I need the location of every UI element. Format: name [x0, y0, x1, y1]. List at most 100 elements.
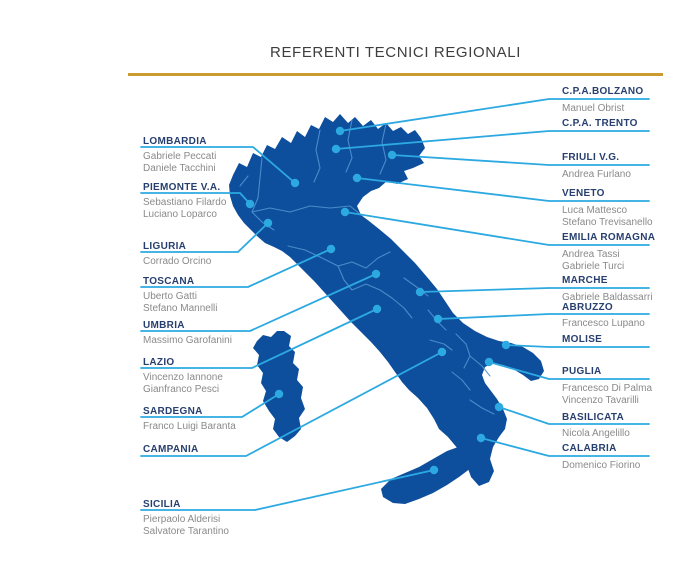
- region-names-piemonte: Sebastiano Filardo Luciano Loparco: [143, 197, 226, 220]
- gold-divider: [128, 73, 663, 76]
- region-dot-sardegna: [274, 389, 284, 399]
- region-label-marche: MARCHE: [562, 275, 608, 286]
- region-label-lombardia: LOMBARDIA: [143, 136, 207, 147]
- referent-name: Luciano Loparco: [143, 208, 217, 220]
- region-dot-lazio: [372, 304, 382, 314]
- region-names-emilia_romagna: Andrea Tassi Gabriele Turci: [562, 249, 624, 272]
- referent-name: Franco Luigi Baranta: [143, 421, 236, 432]
- region-names-bolzano: Manuel Obrist: [562, 103, 624, 115]
- leader-line-campania: [140, 351, 443, 457]
- leader-line-piemonte: [140, 192, 251, 205]
- region-label-molise: MOLISE: [562, 334, 603, 345]
- leader-line-sicilia: [140, 469, 435, 511]
- region-label-veneto: VENETO: [562, 188, 605, 199]
- region-dot-molise: [501, 340, 511, 350]
- region-dot-friuli: [387, 150, 397, 160]
- referent-name: Sebastiano Filardo: [143, 197, 227, 208]
- region-label-calabria: CALABRIA: [562, 443, 617, 454]
- leader-line-abruzzo: [437, 313, 650, 320]
- referent-name: Andrea Tassi: [562, 249, 620, 260]
- referent-name: Pierpaolo Alderisi: [143, 514, 221, 525]
- region-names-basilicata: Nicola Angelillo: [562, 428, 630, 440]
- referent-name: Vincenzo Tavarilli: [562, 394, 639, 406]
- region-dot-calabria: [476, 433, 486, 443]
- region-label-sicilia: SICILIA: [143, 499, 181, 510]
- region-borders: [239, 119, 495, 415]
- region-dot-liguria: [263, 218, 273, 228]
- leader-line-basilicata: [498, 406, 650, 425]
- leader-line-marche: [419, 287, 650, 293]
- referent-name: Daniele Tacchini: [143, 162, 216, 174]
- leader-line-emilia_romagna: [344, 211, 650, 246]
- referent-name: Vincenzo Iannone: [143, 372, 223, 383]
- referent-name: Corrado Orcino: [143, 256, 212, 267]
- region-dot-puglia: [484, 357, 494, 367]
- leader-line-liguria: [140, 222, 269, 253]
- region-names-sicilia: Pierpaolo Alderisi Salvatore Tarantino: [143, 514, 229, 537]
- region-label-emilia_romagna: EMILIA ROMAGNA: [562, 232, 656, 243]
- region-names-lazio: Vincenzo Iannone Gianfranco Pesci: [143, 372, 223, 395]
- leader-line-bolzano: [339, 98, 650, 132]
- referent-name: Gabriele Turci: [562, 260, 625, 272]
- referent-name: Francesco Di Palma: [562, 383, 653, 394]
- region-label-sardegna: SARDEGNA: [143, 406, 203, 417]
- region-label-liguria: LIGURIA: [143, 241, 187, 252]
- referent-name: Uberto Gatti: [143, 291, 197, 302]
- region-dot-sicilia: [429, 465, 439, 475]
- leader-line-veneto: [356, 177, 650, 202]
- region-label-campania: CAMPANIA: [143, 444, 199, 455]
- region-dot-emilia_romagna: [340, 207, 350, 217]
- region-dot-toscana: [326, 244, 336, 254]
- region-names-lombardia: Gabriele Peccati Daniele Tacchini: [143, 151, 216, 174]
- region-label-basilicata: BASILICATA: [562, 412, 625, 423]
- page-title: REFERENTI TECNICI REGIONALI: [270, 44, 521, 61]
- region-dot-basilicata: [494, 402, 504, 412]
- region-label-bolzano: C.P.A.BOLZANO: [562, 86, 644, 97]
- referent-name: Gabriele Peccati: [143, 151, 217, 162]
- referent-name: Domenico Fiorino: [562, 460, 641, 471]
- region-names-calabria: Domenico Fiorino: [562, 460, 640, 472]
- region-dot-lombardia: [290, 178, 300, 188]
- referent-name: Nicola Angelillo: [562, 428, 630, 439]
- region-names-sardegna: Franco Luigi Baranta: [143, 421, 236, 433]
- region-label-piemonte: PIEMONTE V.A.: [143, 182, 221, 193]
- region-names-veneto: Luca Mattesco Stefano Trevisanello: [562, 205, 653, 228]
- region-names-marche: Gabriele Baldassarri: [562, 292, 653, 304]
- region-dot-umbria: [371, 269, 381, 279]
- region-names-umbria: Massimo Garofanini: [143, 335, 232, 347]
- region-label-toscana: TOSCANA: [143, 276, 195, 287]
- referent-name: Stefano Mannelli: [143, 302, 218, 314]
- sicily-island: [381, 446, 478, 504]
- region-label-lazio: LAZIO: [143, 357, 175, 368]
- leader-line-lazio: [140, 308, 378, 369]
- referent-name: Gianfranco Pesci: [143, 383, 220, 395]
- referent-name: Manuel Obrist: [562, 103, 625, 114]
- leader-line-trento: [335, 130, 650, 150]
- sardinia-island: [253, 331, 305, 442]
- leader-line-sardegna: [140, 393, 280, 418]
- region-dot-piemonte: [245, 199, 255, 209]
- region-label-abruzzo: ABRUZZO: [562, 302, 613, 313]
- referent-name: Luca Mattesco: [562, 205, 628, 216]
- leader-line-lombardia: [140, 146, 296, 184]
- leader-line-toscana: [140, 248, 332, 288]
- leader-line-calabria: [480, 437, 650, 457]
- referent-name: Gabriele Baldassarri: [562, 292, 653, 303]
- region-names-abruzzo: Francesco Lupano: [562, 318, 645, 330]
- leader-lines: [140, 98, 650, 511]
- region-names-liguria: Corrado Orcino: [143, 256, 211, 268]
- referent-name: Massimo Garofanini: [143, 335, 232, 346]
- region-dot-trento: [331, 144, 341, 154]
- referent-name: Francesco Lupano: [562, 318, 645, 329]
- leader-line-friuli: [391, 154, 650, 166]
- region-names-friuli: Andrea Furlano: [562, 169, 631, 181]
- region-label-puglia: PUGLIA: [562, 366, 602, 377]
- region-dots: [245, 126, 511, 475]
- region-dot-abruzzo: [433, 314, 443, 324]
- referent-name: Andrea Furlano: [562, 169, 631, 180]
- referent-name: Stefano Trevisanello: [562, 216, 653, 228]
- region-dot-bolzano: [335, 126, 345, 136]
- leader-line-umbria: [140, 273, 377, 332]
